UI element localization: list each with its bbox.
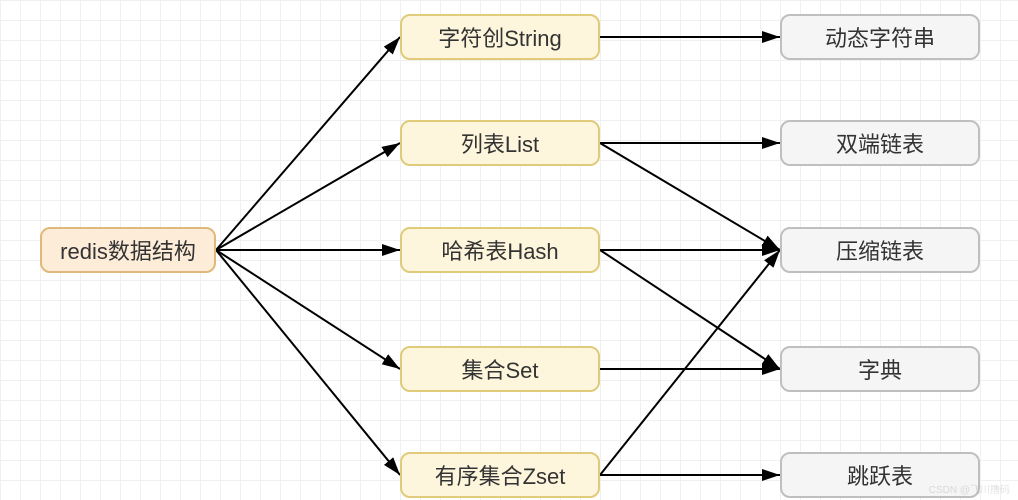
node-string-label: 字符创String [438, 21, 561, 53]
node-deque: 双端链表 [780, 120, 980, 166]
node-skiplist-label: 跳跃表 [847, 459, 913, 491]
node-dict-label: 字典 [858, 353, 902, 385]
node-set: 集合Set [400, 346, 600, 392]
edge-hash-to-dict [600, 250, 780, 369]
node-ziplist: 压缩链表 [780, 227, 980, 273]
node-deque-label: 双端链表 [836, 127, 924, 159]
edge-root-to-zset [216, 250, 400, 475]
node-zset-label: 有序集合Zset [435, 459, 566, 491]
edge-zset-to-ziplist [600, 250, 780, 475]
node-set-label: 集合Set [461, 353, 538, 385]
node-list-label: 列表List [461, 127, 539, 159]
node-dict: 字典 [780, 346, 980, 392]
node-dynstr: 动态字符串 [780, 14, 980, 60]
node-ziplist-label: 压缩链表 [836, 234, 924, 266]
node-zset: 有序集合Zset [400, 452, 600, 498]
node-list: 列表List [400, 120, 600, 166]
edge-root-to-list [216, 143, 400, 250]
node-hash: 哈希表Hash [400, 227, 600, 273]
node-root-label: redis数据结构 [60, 234, 196, 266]
node-root: redis数据结构 [40, 227, 216, 273]
edge-root-to-string [216, 37, 400, 250]
edge-root-to-set [216, 250, 400, 369]
node-string: 字符创String [400, 14, 600, 60]
node-dynstr-label: 动态字符串 [825, 21, 935, 53]
edge-list-to-ziplist [600, 143, 780, 250]
node-hash-label: 哈希表Hash [441, 234, 558, 266]
watermark: CSDN @飞川撸码 [929, 481, 1010, 496]
